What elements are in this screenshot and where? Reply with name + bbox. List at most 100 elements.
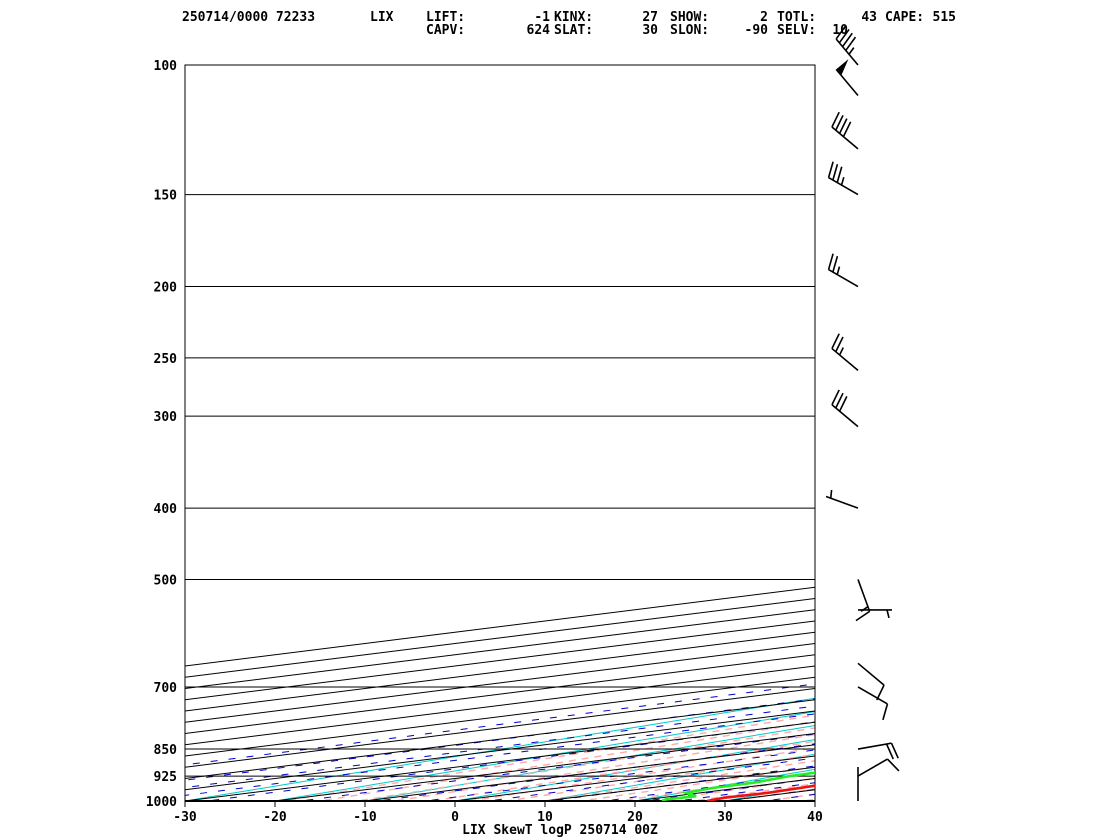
moist-adiabat-line (687, 783, 815, 801)
wind-barb-full (831, 111, 840, 128)
wind-barb-staff (831, 404, 859, 428)
temperature-tick-label: 10 (537, 810, 553, 825)
index-label-slon: SLON: (670, 23, 710, 38)
isotherm-line (185, 665, 815, 746)
wind-barb (835, 59, 859, 96)
pressure-tick-label: 150 (154, 189, 178, 204)
wind-barb-full (835, 25, 847, 40)
temperature-tick-label: -30 (173, 810, 197, 825)
wind-barb-staff (831, 347, 859, 372)
temperature-tick-label: 30 (717, 810, 733, 825)
dry-adiabat-line (632, 768, 815, 801)
wind-barb-half (829, 489, 833, 499)
mixing-ratio-line (296, 733, 815, 801)
wind-barb-full (827, 161, 834, 178)
dry-adiabat-line (542, 753, 815, 801)
wind-barb-full (890, 742, 899, 759)
index-label-kinx: KINX: (554, 10, 594, 25)
wind-barb (827, 253, 859, 288)
mixing-ratio-line (723, 788, 815, 801)
pressure-tick-label: 700 (154, 681, 178, 696)
index-label-selv: SELV: (777, 23, 817, 38)
moist-adiabat-line (315, 720, 815, 801)
moist-adiabat-line (464, 747, 815, 801)
wind-barb (855, 579, 871, 622)
index-label-totl: TOTL: (777, 10, 817, 25)
station-time: 250714/0000 72233 (182, 10, 316, 25)
wind-barb-full (841, 32, 853, 48)
index-value-kinx: 27 (642, 10, 658, 25)
wind-barb-full (885, 743, 895, 760)
isotherm-line (185, 654, 815, 735)
wind-barb-staff (831, 126, 859, 150)
wind-barbs (825, 25, 900, 801)
index-value-slon: -90 (744, 23, 768, 38)
moist-adiabat-line (761, 793, 815, 801)
moist-adiabats (279, 714, 815, 801)
index-value-show: 2 (760, 10, 768, 25)
isotherm-line (185, 631, 815, 712)
wind-barb-staff (857, 742, 892, 750)
index-value-cape: 515 (932, 10, 956, 25)
wind-barb-full (845, 36, 857, 51)
isotherm-line (185, 620, 815, 701)
pressure-tick-label: 925 (154, 770, 177, 785)
profiles (661, 771, 815, 801)
wind-barb-staff (828, 268, 859, 288)
isotherms (185, 31, 1120, 816)
wind-barb (831, 333, 859, 372)
wind-barb (827, 161, 859, 196)
wind-barb (831, 111, 859, 150)
temperature-tick-label: 40 (807, 810, 823, 825)
wind-barb-full (838, 396, 848, 412)
index-value-lift: -1 (534, 10, 550, 25)
pressure-tick-label: 1000 (146, 795, 177, 810)
temperature-tick-label: -20 (263, 810, 287, 825)
pressure-tick-label: 500 (154, 573, 178, 588)
moist-adiabat-line (724, 788, 815, 801)
pressure-tick-label: 300 (154, 410, 178, 425)
temperature-tick-label: 0 (451, 810, 459, 825)
wind-barb-half (860, 606, 869, 612)
mixing-ratio-line (761, 793, 815, 801)
wind-barb-full (831, 333, 840, 349)
isotherm-line (780, 31, 1120, 816)
wind-barb-staff (857, 579, 871, 612)
wind-barb (857, 758, 900, 777)
wind-barb-full (836, 166, 843, 183)
wind-barb (857, 686, 889, 721)
moist-adiabat-line (389, 733, 815, 801)
chart-title: LIX SkewT logP 250714 00Z (462, 823, 658, 838)
temperature-tick-label: -10 (353, 810, 377, 825)
wind-barb (831, 389, 859, 428)
dry-adiabat-line (821, 31, 1120, 816)
mixing-ratio-line (185, 713, 815, 796)
moist-adiabat-line (539, 760, 815, 801)
pressure-tick-label: 850 (154, 743, 178, 758)
dry-adiabat-line (271, 711, 815, 801)
moist-adiabat-line (427, 740, 815, 801)
mixing-ratio-line (484, 757, 815, 801)
isotherm-line (185, 642, 815, 723)
index-value-totl: 43 (861, 10, 877, 25)
wind-barb-full (832, 164, 839, 181)
wind-barb-full (827, 253, 834, 270)
wind-barb-full (838, 28, 850, 44)
wind-barb-full (835, 336, 844, 353)
temperature-profile-line (706, 784, 815, 801)
dry-adiabat-line (185, 697, 815, 801)
index-label-lift: LIFT: (426, 10, 466, 25)
index-value-capv: 624 (526, 23, 550, 38)
wind-barb (835, 25, 859, 66)
wind-barb-pennant (836, 59, 849, 76)
wind-barb (857, 662, 885, 701)
moist-adiabat-line (797, 798, 815, 801)
dry-adiabat-line (1004, 31, 1120, 816)
mixing-ratio-line (185, 683, 815, 766)
wind-barb-full (855, 610, 871, 622)
dry-adiabat-line (1095, 31, 1120, 816)
dewpoint-profile-line (661, 771, 815, 801)
isobars (184, 64, 816, 802)
wind-barb-staff (835, 38, 859, 66)
